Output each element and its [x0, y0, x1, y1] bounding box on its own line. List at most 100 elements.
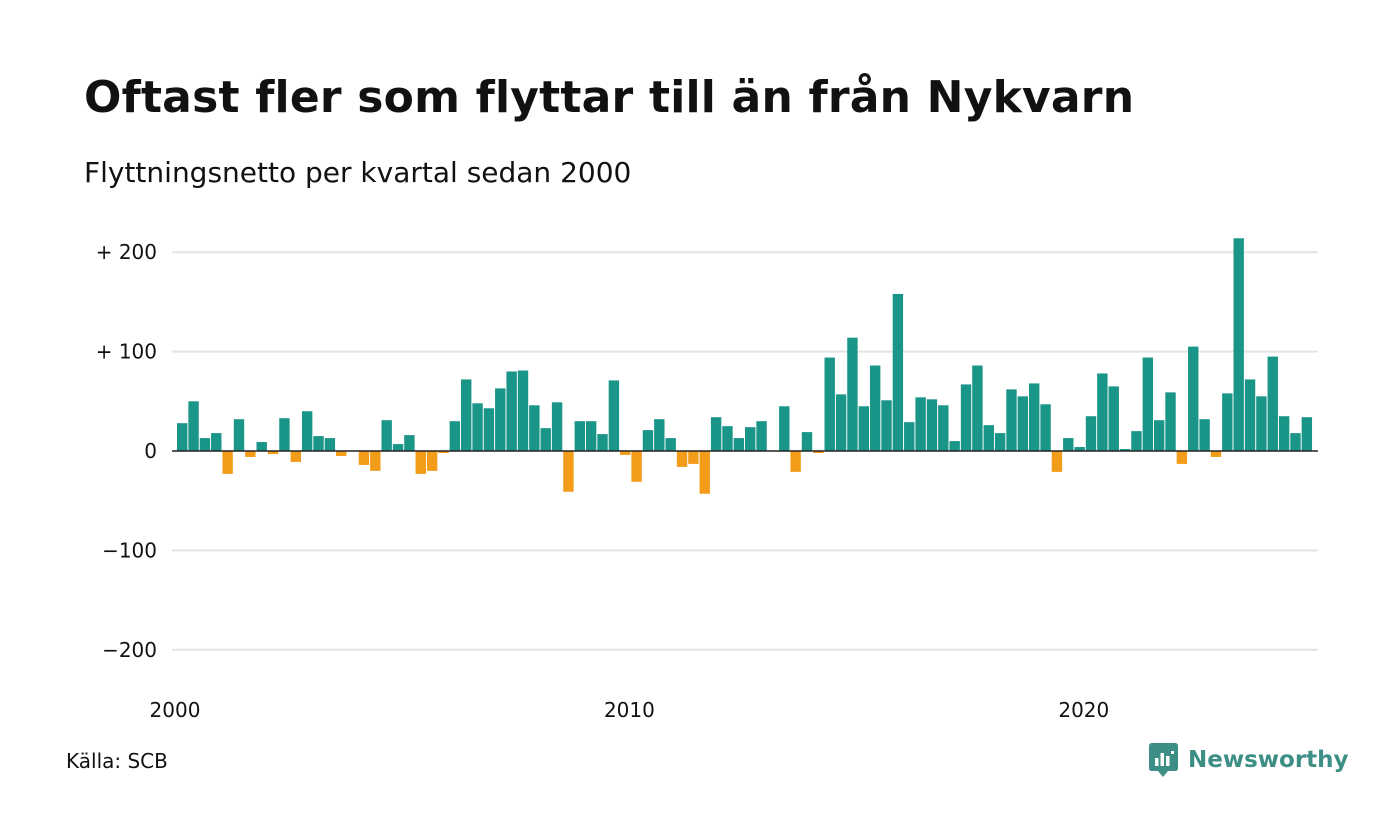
bar — [972, 365, 983, 451]
bar — [392, 444, 404, 451]
bar — [869, 365, 881, 451]
bar — [631, 451, 642, 482]
x-tick-label: 2000 — [150, 698, 201, 722]
bar — [495, 388, 506, 451]
bar — [1017, 396, 1029, 451]
bar — [256, 442, 267, 451]
bars — [177, 238, 1313, 494]
bar — [313, 436, 324, 451]
bar — [699, 451, 710, 494]
bar — [881, 400, 892, 451]
chart-subtitle: Flyttningsnetto per kvartal sedan 2000 — [84, 156, 632, 189]
bar — [608, 380, 620, 451]
bar — [188, 401, 199, 451]
bar — [404, 435, 415, 451]
gridlines — [172, 251, 1318, 651]
bar — [1210, 451, 1222, 457]
bar — [835, 394, 847, 451]
bar — [938, 405, 949, 451]
y-axis-labels: + 200 + 100 0 −100 −200 — [96, 240, 157, 662]
bar — [551, 402, 563, 451]
bar — [358, 451, 370, 465]
bar — [483, 408, 495, 451]
bar — [915, 397, 926, 451]
bar — [960, 384, 972, 451]
bar — [563, 451, 574, 492]
bar — [211, 433, 222, 451]
bar — [279, 418, 290, 451]
bar — [438, 451, 449, 453]
bar — [722, 426, 733, 451]
bar — [1267, 356, 1278, 451]
bar — [506, 371, 517, 451]
bar — [1063, 438, 1074, 451]
bar — [267, 451, 279, 454]
bar — [1153, 420, 1165, 451]
bar — [1188, 346, 1199, 451]
bar — [1222, 393, 1233, 451]
bar — [1108, 386, 1119, 451]
bar — [415, 451, 426, 474]
bar — [790, 451, 801, 472]
bar — [983, 425, 994, 451]
bar — [1119, 449, 1131, 451]
bar — [597, 434, 608, 451]
bar — [540, 428, 551, 451]
source-note: Källa: SCB — [66, 749, 168, 773]
bar — [290, 451, 301, 462]
bar — [233, 419, 245, 451]
bar — [858, 406, 869, 451]
bar — [1097, 373, 1108, 451]
bar — [1051, 451, 1063, 472]
bar — [847, 337, 858, 451]
bar — [324, 438, 336, 451]
x-axis-labels: 2000 2010 2020 — [150, 698, 1110, 722]
bar — [1029, 383, 1040, 451]
bar — [301, 411, 313, 451]
bar — [1074, 447, 1085, 451]
y-tick-label: + 100 — [96, 340, 157, 364]
bar — [426, 451, 438, 471]
bar — [824, 357, 835, 451]
bar — [949, 441, 960, 451]
bar — [779, 406, 790, 451]
bar — [245, 451, 256, 457]
y-tick-label: 0 — [144, 439, 157, 463]
bar — [449, 421, 461, 451]
chart-title: Oftast fler som flyttar till än från Nyk… — [84, 72, 1135, 123]
bar — [745, 427, 756, 451]
bar — [688, 451, 699, 464]
bar — [336, 451, 347, 456]
bar — [222, 451, 233, 474]
bar — [461, 379, 472, 451]
bar — [1006, 389, 1017, 451]
bar — [574, 421, 585, 451]
bar — [529, 405, 540, 451]
bar — [1131, 431, 1142, 451]
bar — [370, 451, 381, 471]
bar — [710, 417, 722, 451]
bar — [1176, 451, 1188, 464]
bar — [904, 422, 915, 451]
x-tick-label: 2020 — [1058, 698, 1109, 722]
bar — [1165, 392, 1176, 451]
bar — [642, 430, 654, 451]
bar — [801, 432, 813, 451]
bar — [1290, 433, 1301, 451]
bar — [733, 438, 745, 451]
bar — [1278, 416, 1290, 451]
bar — [1142, 357, 1153, 451]
bar — [892, 293, 904, 451]
bar — [381, 420, 392, 451]
bar — [1199, 419, 1210, 451]
bar — [1233, 238, 1244, 451]
bar — [199, 438, 211, 451]
bar — [676, 451, 688, 467]
y-tick-label: −200 — [102, 638, 157, 662]
y-tick-label: + 200 — [96, 240, 157, 264]
bar — [756, 421, 767, 451]
bar — [994, 433, 1006, 451]
newsworthy-brand[interactable]: Newsworthy — [1149, 743, 1349, 777]
bar — [1301, 417, 1313, 451]
